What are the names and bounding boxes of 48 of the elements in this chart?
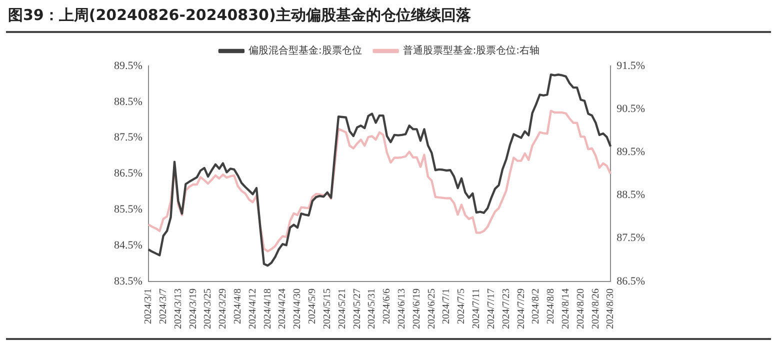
x-tick-label: 2024/5/15 [322,288,333,330]
y2-tick-label: 89.5% [616,146,646,158]
y-tick-label: 88.5% [114,96,142,108]
chart-title: 图39：上周(20240826-20240830)主动偏股基金的仓位继续回落 [8,6,471,25]
x-tick-label: 2024/8/2 [530,288,542,324]
x-tick-label: 2024/3/19 [188,288,199,330]
x-tick-label: 2024/5/9 [307,288,318,324]
x-tick-label: 2024/8/14 [560,288,572,330]
x-tick-label: 2024/7/29 [516,288,527,330]
y2-tick-label: 86.5% [616,275,646,288]
x-tick-label: 2024/5/21 [336,288,348,330]
y-tick-label: 85.5% [114,204,142,216]
x-tick-label: 2024/3/25 [202,288,214,330]
x-tick-label: 2024/6/6 [382,288,393,324]
y2-tick-label: 90.5% [616,102,646,115]
x-tick-label: 2024/3/1 [143,288,154,324]
x-tick-label: 2024/4/8 [232,288,244,324]
x-tick-label: 2024/8/8 [546,288,557,324]
y-tick-label: 84.5% [114,239,142,252]
y2-tick-label: 87.5% [616,232,646,244]
x-tick-label: 2024/4/12 [247,288,258,330]
y2-tick-label: 91.5% [616,60,646,72]
x-tick-label: 2024/7/5 [456,288,468,324]
x-tick-label: 2024/4/18 [262,288,274,330]
legend-label: 普通股票型基金:股票仓位:右轴 [402,44,540,57]
x-tick-label: 2024/3/13 [172,288,184,330]
x-tick-label: 2024/8/26 [590,288,602,330]
y-tick-label: 86.5% [114,168,142,180]
x-tick-label: 2024/6/25 [426,288,438,330]
x-tick-label: 2024/6/13 [396,288,408,330]
y2-tick-label: 88.5% [616,189,646,202]
x-tick-label: 2024/8/20 [575,288,586,330]
x-tick-label: 2024/4/30 [292,288,304,330]
y-tick-label: 89.5% [114,60,142,72]
x-tick-label: 2024/4/24 [277,288,288,330]
legend-label: 偏股混合型基金:股票仓位 [248,44,362,57]
x-tick-label: 2024/8/30 [605,288,616,330]
x-tick-label: 2024/6/19 [411,288,422,330]
x-tick-label: 2024/5/31 [366,288,378,330]
x-tick-label: 2024/5/27 [352,288,363,330]
x-tick-label: 2024/3/29 [218,288,229,330]
x-tick-label: 2024/7/23 [500,288,512,330]
x-tick-label: 2024/7/17 [486,288,497,330]
x-tick-label: 2024/7/11 [471,288,482,329]
x-tick-label: 2024/3/7 [158,288,169,324]
x-tick-label: 2024/7/1 [441,288,452,324]
y-tick-label: 83.5% [114,275,142,288]
y-tick-label: 87.5% [114,132,142,144]
